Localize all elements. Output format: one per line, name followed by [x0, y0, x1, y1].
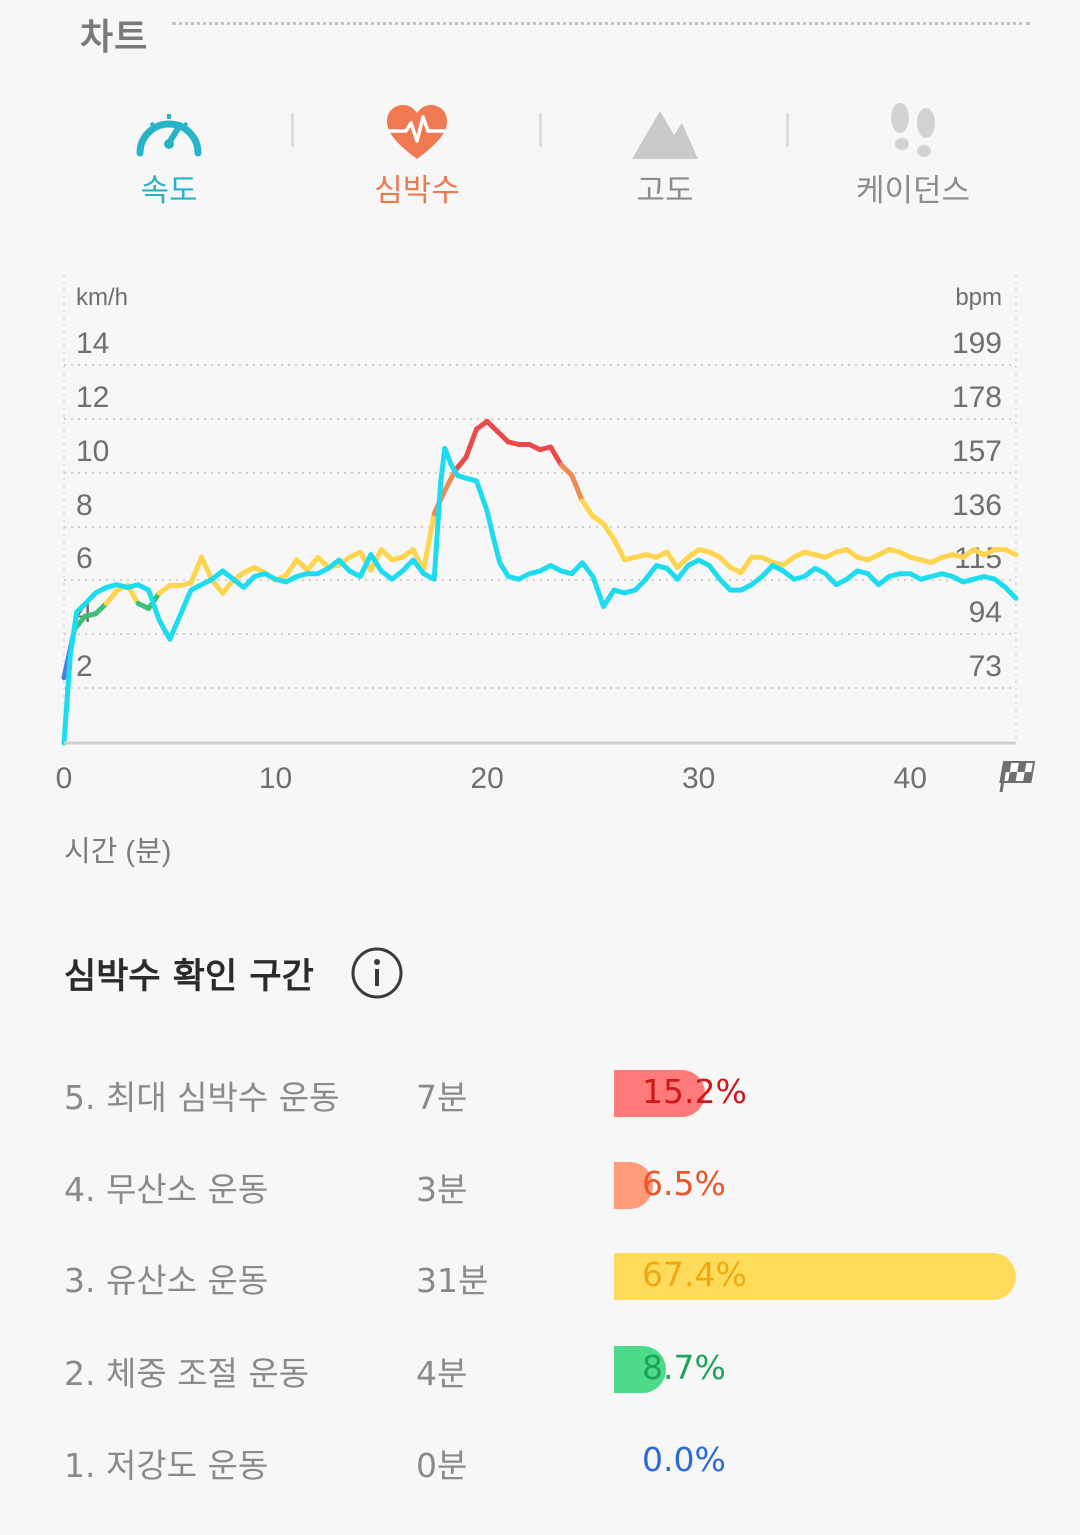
zone-row-3: 3. 유산소 운동 31분 67.4% — [64, 1246, 1024, 1306]
mountain-icon — [632, 111, 698, 159]
heart-rate-segment — [601, 521, 617, 542]
heart-rate-segment — [209, 577, 226, 596]
metric-tabs: 속도 심박수 고도 케이던스 — [45, 95, 1035, 215]
heart-rate-segment — [283, 557, 300, 578]
zone-label: 1. 저강도 운동 — [64, 1446, 269, 1485]
right-tick-label: 73 — [969, 650, 1002, 683]
heart-rate-segment — [579, 498, 596, 519]
heart-rate-segment — [220, 577, 236, 596]
zone-percent: 0.0% — [642, 1440, 726, 1479]
speedometer-icon — [136, 114, 202, 157]
heart-rate-segment — [548, 444, 564, 468]
left-axis-unit: km/h — [76, 284, 128, 311]
tab-separator — [291, 113, 294, 147]
heart-rate-segment — [188, 554, 204, 586]
zone-label: 4. 무산소 운동 — [64, 1170, 269, 1209]
heart-rate-segment — [103, 588, 120, 606]
tab-heart-rate-label: 심박수 — [374, 173, 460, 209]
left-tick-label: 12 — [76, 381, 109, 414]
x-axis-ticks: 0 10 20 30 40 — [56, 762, 927, 795]
tab-cadence-label: 케이던스 — [855, 173, 971, 209]
chart-grid — [63, 275, 1017, 743]
heart-rate-segment — [452, 454, 469, 473]
zone-percent: 15.2% — [642, 1072, 747, 1111]
tab-speed-label: 속도 — [140, 173, 198, 209]
footsteps-icon — [891, 103, 935, 157]
left-tick-label: 2 — [76, 650, 93, 683]
zone-bar — [614, 1070, 705, 1117]
x-tick-label: 10 — [259, 762, 292, 795]
heart-rate-segment — [738, 554, 755, 576]
tab-heart-rate[interactable]: 심박수 — [293, 95, 541, 215]
zone-time: 7분 — [416, 1078, 468, 1117]
heart-rate-segment — [1002, 547, 1019, 558]
left-tick-label: 10 — [76, 435, 109, 468]
zone-percent: 6.5% — [642, 1164, 726, 1203]
zone-bar — [614, 1346, 666, 1393]
zone-row-4: 4. 무산소 운동 3분 6.5% — [64, 1155, 1024, 1215]
heart-rate-segment — [664, 549, 680, 570]
checkered-flag-icon — [999, 761, 1036, 793]
tab-separator — [539, 113, 542, 147]
x-tick-label: 40 — [894, 762, 927, 795]
heart-rate-segment — [463, 426, 479, 460]
right-axis-unit: bpm — [955, 284, 1002, 311]
heart-rate-icon — [387, 105, 447, 159]
heart-rate-segment — [199, 554, 215, 583]
zone-row-1: 1. 저강도 운동 0분 0.0% — [64, 1431, 1024, 1491]
zone-label: 2. 체중 조절 운동 — [64, 1354, 310, 1393]
tab-cadence[interactable]: 케이던스 — [789, 95, 1037, 215]
zone-time: 4분 — [416, 1354, 468, 1393]
heart-rate-segment — [421, 511, 437, 573]
zone-label: 3. 유산소 운동 — [64, 1261, 269, 1300]
x-tick-label: 20 — [470, 762, 503, 795]
zone-row-2: 2. 체중 조절 운동 4분 8.7% — [64, 1339, 1024, 1399]
left-tick-label: 6 — [76, 542, 93, 575]
section-title: 차트 — [80, 17, 149, 58]
right-tick-label: 178 — [952, 381, 1002, 414]
left-tick-label: 8 — [76, 489, 93, 522]
right-tick-label: 94 — [969, 596, 1002, 629]
speed-line — [61, 445, 1019, 746]
chart-section-header: 차트 — [80, 4, 1030, 58]
heart-rate-segment — [611, 536, 628, 563]
section-divider — [172, 22, 1030, 25]
tab-speed[interactable]: 속도 — [45, 95, 293, 215]
zone-bar — [614, 1162, 653, 1209]
zone-bar — [614, 1253, 1016, 1300]
zone-row-5: 5. 최대 심박수 운동 7분 15.2% — [64, 1063, 1024, 1123]
tab-altitude-label: 고도 — [636, 173, 694, 209]
right-tick-label: 157 — [952, 435, 1002, 468]
zone-time: 3분 — [416, 1170, 468, 1209]
x-tick-label: 0 — [56, 762, 73, 795]
right-tick-label: 136 — [952, 489, 1002, 522]
right-tick-label: 199 — [952, 327, 1002, 360]
left-tick-label: 14 — [76, 327, 109, 360]
zone-time: 31분 — [416, 1261, 489, 1300]
info-icon[interactable] — [350, 946, 404, 1000]
heart-rate-segment — [304, 554, 321, 573]
zone-percent: 8.7% — [642, 1348, 726, 1387]
x-axis-label: 시간 (분) — [64, 836, 171, 868]
zone-time: 0분 — [416, 1446, 468, 1485]
zones-title: 심박수 확인 구간 — [64, 957, 314, 997]
tab-separator — [786, 113, 789, 147]
x-tick-label: 30 — [682, 762, 715, 795]
chart-series — [61, 418, 1019, 746]
zone-percent: 67.4% — [642, 1255, 747, 1294]
tab-altitude[interactable]: 고도 — [541, 95, 789, 215]
zone-label: 5. 최대 심박수 운동 — [64, 1078, 340, 1117]
heart-rate-segment — [569, 472, 585, 504]
